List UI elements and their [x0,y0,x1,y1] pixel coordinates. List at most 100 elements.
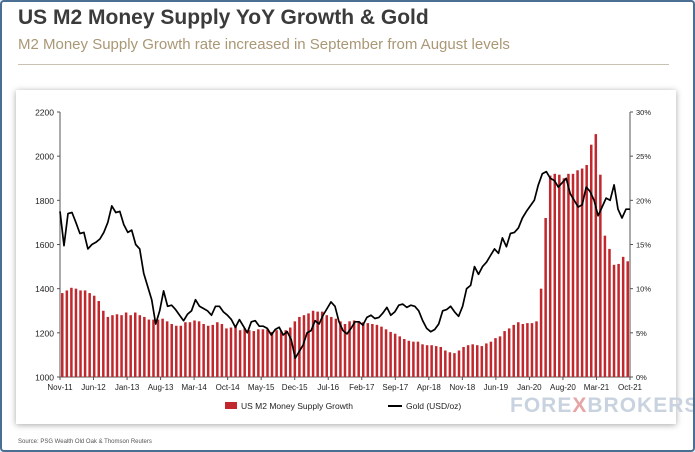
bar-m2-growth [206,325,210,377]
bar-m2-growth [161,318,164,377]
watermark-logo: FOREXBROKERS [510,394,695,417]
bar-m2-growth [425,345,429,377]
x-axis-tick-label: Mar-14 [181,383,207,392]
bar-m2-growth [175,325,178,377]
right-axis-tick-label: 25% [636,152,651,161]
bar-m2-growth [439,346,443,377]
bar-m2-growth [576,170,579,377]
bar-m2-growth [179,325,183,377]
bar-m2-growth [330,316,333,377]
bar-m2-growth [188,322,192,377]
bar-m2-growth [220,324,224,377]
x-axis-tick-label: Jan-13 [115,383,140,392]
x-axis-tick-label: May-15 [248,383,275,392]
bar-m2-growth [320,311,324,377]
bar-m2-growth [147,319,151,377]
bar-m2-growth [275,330,278,377]
bar-m2-growth [498,336,502,377]
bar-m2-growth [302,315,306,377]
bar-m2-growth [170,324,173,377]
bar-m2-growth [270,331,274,377]
bar-m2-growth [247,330,251,377]
bar-m2-growth [453,353,456,377]
bar-m2-growth [92,295,96,377]
bar-m2-growth [558,174,561,377]
bar-m2-growth [457,350,461,377]
bar-m2-growth [526,323,529,377]
bar-m2-growth [416,341,420,377]
bar-m2-growth [289,327,292,377]
bar-m2-growth [361,322,365,377]
bar-m2-growth [444,350,447,377]
bar-m2-growth [371,324,374,377]
bar-m2-growth [156,319,160,377]
bar-m2-growth [343,324,347,377]
bar-m2-growth [412,341,415,377]
bar-m2-growth [238,330,242,377]
x-axis-tick-label: Aug-20 [550,383,576,392]
x-axis-tick-label: Jun-19 [484,383,509,392]
bar-m2-growth [234,326,237,377]
bar-m2-growth [88,293,91,377]
bar-m2-growth [466,345,470,377]
gold-price-line [59,170,630,360]
bar-m2-growth [462,346,465,377]
bar-m2-growth [585,165,588,377]
bar-m2-growth [380,326,383,377]
x-axis-tick-label: Aug-13 [148,383,174,392]
bar-m2-growth [152,319,155,377]
bar-m2-growth [553,173,557,377]
left-axis-tick-label: 1200 [35,328,54,338]
bar-m2-growth [517,322,520,377]
bar-m2-growth [507,328,511,377]
x-axis-tick-label: Oct-21 [618,383,643,392]
bar-m2-growth [485,343,488,377]
bar-m2-growth [225,328,228,377]
bar-m2-growth [339,321,342,377]
bar-m2-growth [325,315,329,377]
x-axis-tick-label: Mar-21 [584,383,610,392]
right-axis-tick-label: 5% [636,329,647,338]
bar-m2-growth [102,310,105,377]
bar-m2-growth [530,323,534,377]
chart-svg: 1000 1200 1400 1600 1800 2000 2200 0% 5% 10% 15% 20… [35,108,651,412]
x-axis-tick-label: Dec-15 [282,383,308,392]
x-axis-tick-label: Sep-17 [382,383,408,392]
x-axis-tick-label: Nov-11 [47,383,73,392]
chart-panel: 1000 1200 1400 1600 1800 2000 2200 0% 5% 10% 15% 20… [16,90,676,424]
bar-m2-growth [398,336,401,377]
left-axis-tick-label: 2200 [35,108,54,118]
chart-title: US M2 Money Supply YoY Growth & Gold [18,6,429,29]
legend-label-m2: US M2 Money Supply Growth [241,401,353,411]
right-axis-tick-label: 15% [636,241,651,250]
bar-m2-growth [539,288,543,377]
bar-m2-growth [471,344,474,377]
bar-m2-growth [430,345,433,377]
bar-m2-growth [589,144,593,377]
bar-m2-growth [120,315,123,377]
bar-m2-growth [389,331,392,377]
bar-m2-growth [480,346,484,377]
x-axis-tick-label: Jun-12 [81,383,106,392]
legend-label-gold: Gold (USD/oz) [406,401,461,411]
x-axis-tick-label: Nov-18 [449,383,475,392]
bar-m2-growth [266,329,269,377]
bar-m2-growth [298,316,301,377]
bar-m2-growth [571,173,575,377]
bar-m2-growth [612,264,616,377]
x-axis-tick-label: Feb-17 [349,383,375,392]
bar-m2-growth [403,339,406,377]
bar-m2-growth [608,248,611,377]
bar-m2-growth [603,235,607,377]
bar-m2-growth [567,173,570,377]
bar-m2-growth [407,340,411,377]
bar-m2-growth [352,320,356,377]
bar-m2-growth [197,321,201,377]
bar-m2-growth [348,321,351,377]
bar-m2-growth [279,331,283,377]
bar-m2-growth [599,174,602,377]
bar-m2-growth [129,315,132,377]
bar-m2-growth [261,329,265,377]
bar-m2-growth [448,352,452,377]
